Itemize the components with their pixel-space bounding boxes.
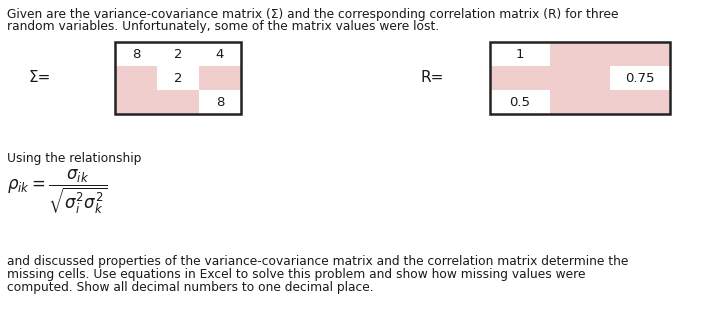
Bar xyxy=(550,42,610,66)
Bar xyxy=(115,90,157,114)
Text: 8: 8 xyxy=(215,96,224,109)
Bar xyxy=(490,90,550,114)
Bar xyxy=(199,42,241,66)
Bar xyxy=(115,42,157,66)
Text: Σ=: Σ= xyxy=(28,71,50,85)
Text: 0.5: 0.5 xyxy=(510,96,531,109)
Bar xyxy=(199,90,241,114)
Bar xyxy=(115,42,241,114)
Text: computed. Show all decimal numbers to one decimal place.: computed. Show all decimal numbers to on… xyxy=(7,281,373,294)
Text: missing cells. Use equations in Excel to solve this problem and show how missing: missing cells. Use equations in Excel to… xyxy=(7,268,585,281)
Text: 4: 4 xyxy=(215,48,224,61)
Bar xyxy=(157,66,199,90)
Text: random variables. Unfortunately, some of the matrix values were lost.: random variables. Unfortunately, some of… xyxy=(7,20,439,33)
Bar xyxy=(550,66,610,90)
Text: 2: 2 xyxy=(174,48,182,61)
Bar xyxy=(490,42,550,66)
Text: Given are the variance-covariance matrix (Σ) and the corresponding correlation m: Given are the variance-covariance matrix… xyxy=(7,8,619,21)
Text: 2: 2 xyxy=(174,71,182,84)
Bar xyxy=(115,66,157,90)
Bar xyxy=(157,42,199,66)
Text: $\rho_{ik} = \dfrac{\sigma_{ik}}{\sqrt{\sigma_i^2\sigma_k^2}}$: $\rho_{ik} = \dfrac{\sigma_{ik}}{\sqrt{\… xyxy=(7,168,107,216)
Bar xyxy=(610,66,670,90)
Bar xyxy=(490,66,550,90)
Text: 8: 8 xyxy=(132,48,141,61)
Text: R=: R= xyxy=(420,71,443,85)
Text: 0.75: 0.75 xyxy=(625,71,654,84)
Bar xyxy=(157,90,199,114)
Bar xyxy=(550,90,610,114)
Bar xyxy=(610,90,670,114)
Bar xyxy=(199,66,241,90)
Text: 1: 1 xyxy=(515,48,524,61)
Bar xyxy=(490,42,670,114)
Text: and discussed properties of the variance-covariance matrix and the correlation m: and discussed properties of the variance… xyxy=(7,255,628,268)
Text: Using the relationship: Using the relationship xyxy=(7,152,141,165)
Bar xyxy=(610,42,670,66)
